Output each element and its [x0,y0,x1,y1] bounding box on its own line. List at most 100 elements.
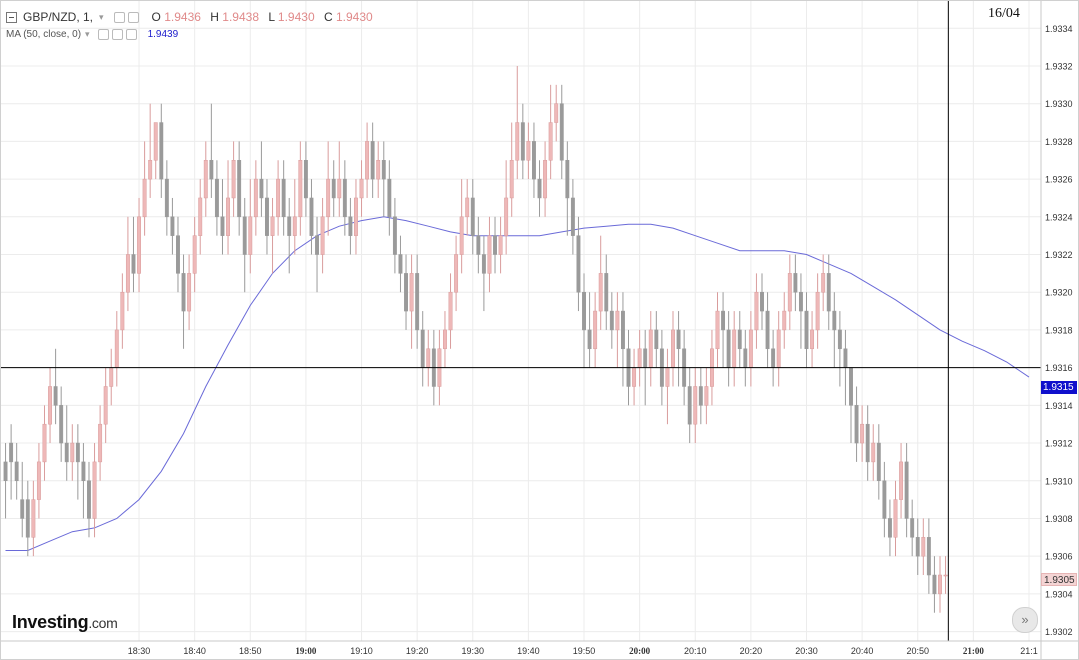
candle-body [904,461,909,519]
candle [31,480,36,557]
candle-body [276,178,281,218]
candle-body [743,348,748,368]
candle-body [187,273,192,312]
low-label: L [268,10,275,24]
candle-body [737,329,742,350]
candle-body [726,329,731,368]
date-label: 16/04 [988,6,1020,21]
candle [320,197,325,274]
candle [782,292,787,349]
candle [721,292,726,368]
candle-body [81,461,86,482]
symbol-label[interactable]: GBP/NZD, 1, [23,10,94,24]
candle-body [671,329,675,368]
candle-body [42,423,47,463]
x-tick-label: 19:10 [350,646,373,656]
candle [504,160,509,255]
close-value: 1.9430 [335,10,373,24]
candle [137,197,141,293]
candle-body [98,423,103,463]
candle-body [876,442,881,482]
candle-body [687,386,692,425]
candle [81,443,86,519]
candle-body [170,216,175,236]
ma-label[interactable]: MA (50, close, 0) [6,29,82,40]
candle [637,329,642,387]
candle [409,254,414,349]
y-tick-label: 1.9302 [1045,627,1073,637]
close-icon[interactable] [125,29,137,40]
candle [120,273,125,349]
candle [654,311,659,368]
candle [543,141,548,217]
candle [665,348,670,425]
chevron-down-icon[interactable]: ▾ [85,29,90,39]
candle [604,254,609,330]
y-tick-label: 1.9314 [1045,401,1073,411]
eye-icon[interactable] [113,11,125,23]
candle [926,518,931,594]
candle-body [509,160,514,199]
candle-body [476,235,481,255]
candle-body [843,348,848,368]
chevron-down-icon[interactable]: ▾ [99,11,104,22]
candle [465,179,470,236]
candle-body [159,122,164,180]
candle-body [570,197,575,236]
candle [114,311,119,387]
eye-icon[interactable] [97,29,109,40]
candle-body [53,386,58,406]
candle-body [87,480,91,519]
x-tick-label: 20:30 [795,646,818,656]
candle [748,311,753,387]
candle [609,292,614,349]
scroll-to-realtime-button[interactable]: » [1012,607,1038,633]
collapse-icon[interactable] [6,11,17,23]
candle [59,386,64,462]
candle [98,405,103,481]
candle [865,405,870,481]
candle-body [125,254,130,293]
candle [426,329,431,387]
candle [932,556,937,613]
candle-body [59,405,64,444]
candle [315,216,319,293]
candle [943,556,948,594]
candle [760,273,764,330]
candle-body [615,310,620,331]
last-price-tag: 1.9305 [1041,573,1077,586]
candle [298,141,303,236]
candle-body [36,461,41,500]
candle-body [9,442,14,463]
candle [87,461,91,538]
candle-body [231,160,236,199]
candle-body [203,160,208,199]
candle [737,311,742,368]
candle-body [732,329,737,368]
candle [270,197,275,274]
y-tick-label: 1.9334 [1045,24,1073,34]
candle-body [821,273,826,293]
candle [303,141,308,217]
candle [915,518,920,576]
candle [704,367,709,425]
x-tick-label: 20:00 [629,646,650,656]
candle-body [103,386,108,425]
candle [743,329,748,387]
investing-logo[interactable]: Investing.com [12,612,118,633]
candle-body [48,386,52,425]
candle-body [459,216,464,255]
candle [176,216,180,293]
settings-icon[interactable] [111,29,123,40]
candle [359,160,364,217]
candle-body [871,442,876,463]
candle-body [409,273,414,312]
candle [921,518,926,576]
candle-body [648,329,653,368]
candle-body [910,518,915,538]
candle-body [837,329,842,350]
settings-icon[interactable] [127,11,139,23]
candle-body [637,348,642,368]
candle-body [214,178,219,218]
